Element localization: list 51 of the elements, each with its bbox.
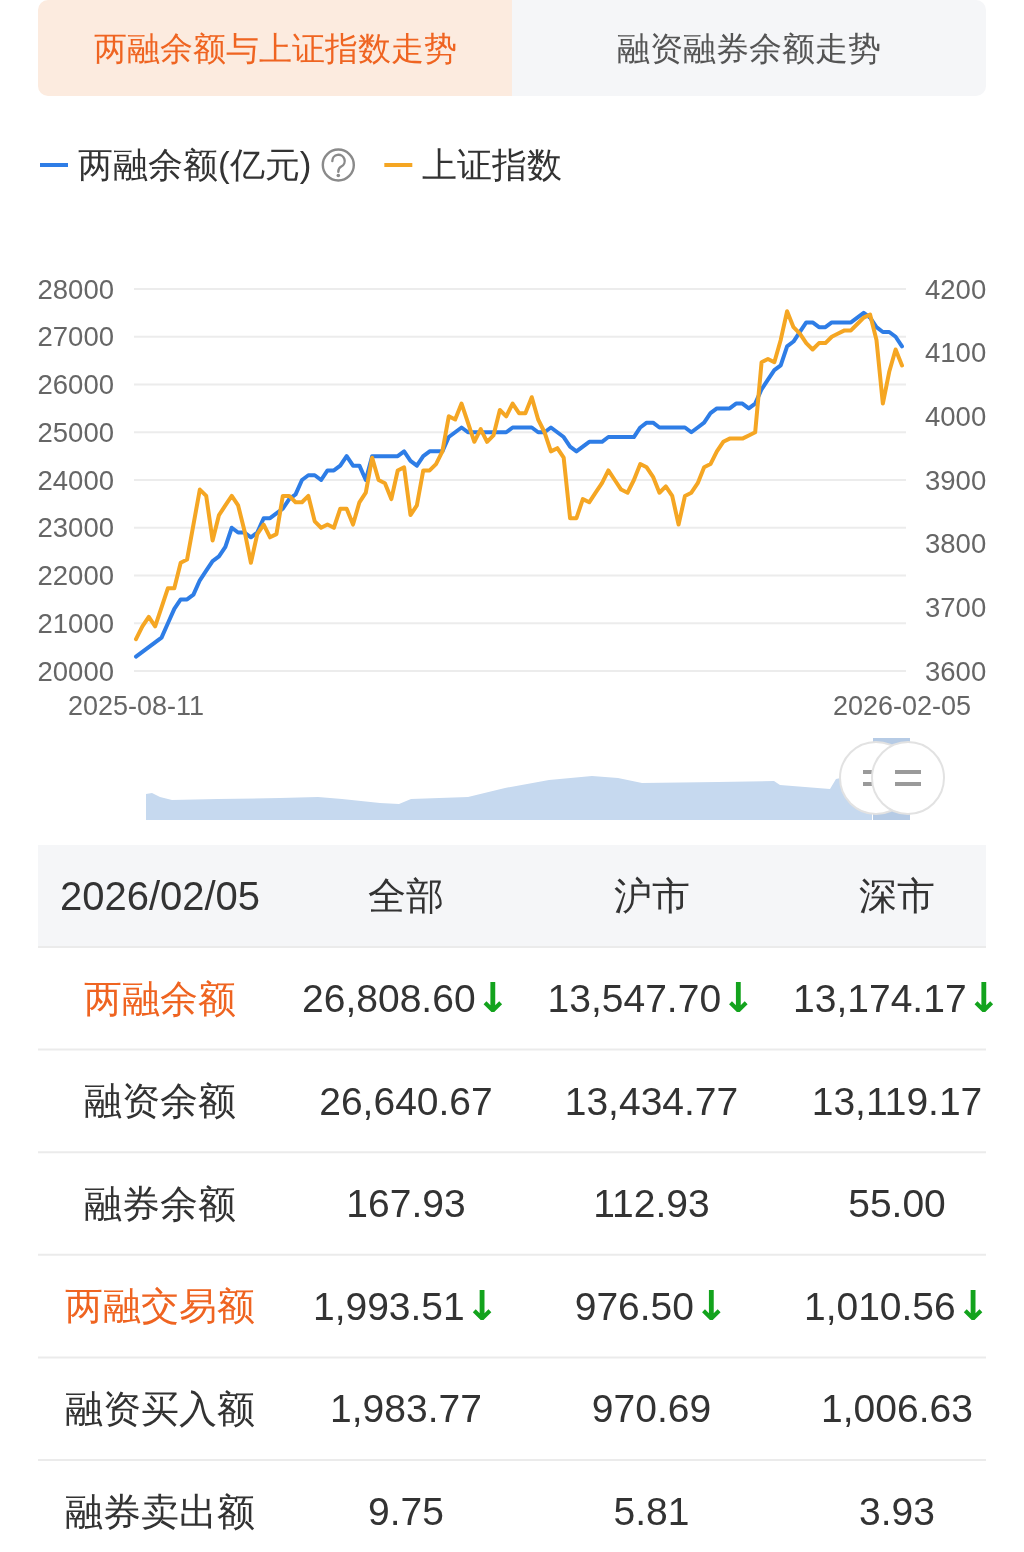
text: 13,119.17	[811, 1079, 983, 1123]
y2-tick-label: 4100	[925, 337, 987, 369]
category-label: 沪市	[613, 875, 690, 918]
category-label: 全部	[368, 875, 444, 918]
x-tick-label: 2025-08-11	[67, 691, 205, 722]
y2-tick-label: 3600	[925, 655, 987, 687]
text: 1,993.51↓	[312, 1281, 500, 1330]
chart-title: 两融余额与上证指数走势	[93, 29, 457, 67]
text: 13,174.17↓	[793, 973, 1001, 1022]
text: 1,006.63	[821, 1387, 973, 1431]
text: 26,640.67	[319, 1079, 493, 1123]
y-tick-label: 28000	[37, 273, 114, 305]
text: 13,434.77	[564, 1079, 739, 1123]
y-tick-label: 27000	[37, 321, 114, 353]
text: 55.00	[848, 1182, 946, 1226]
category-label: 两融交易额	[65, 1285, 255, 1328]
y2-tick-label: 3700	[925, 591, 987, 623]
text: 2026/02/05	[59, 874, 261, 918]
y2-tick-label: 4200	[925, 273, 987, 305]
y-tick-label: 25000	[37, 416, 114, 448]
tab: 融资融券余额走势	[512, 0, 986, 96]
y-tick-label: 23000	[37, 512, 114, 544]
text: 1,983.77	[330, 1387, 482, 1431]
text: 3.93	[859, 1489, 935, 1533]
category-label: 融资余额	[84, 1080, 236, 1123]
legend-label: 上证指数	[422, 145, 563, 185]
y-tick-label: 21000	[37, 607, 114, 639]
text: 112.93	[593, 1182, 710, 1226]
y2-tick-label: 3800	[925, 528, 987, 560]
text: 5.81	[613, 1489, 690, 1533]
category-label: 融资买入额	[65, 1388, 255, 1430]
category-label: 两融余额	[84, 977, 236, 1020]
y-tick-label: 20000	[37, 655, 114, 687]
category-label: 融券余额	[84, 1182, 236, 1225]
y-tick-label: 22000	[37, 560, 114, 592]
text: 976.50↓	[574, 1281, 729, 1330]
text: 9.75	[368, 1489, 444, 1533]
text: 26,808.60↓	[302, 973, 510, 1022]
text: 167.93	[346, 1182, 466, 1226]
tab: 两融余额与上证指数走势	[38, 0, 512, 96]
y-tick-label: 24000	[37, 464, 114, 496]
text: 970.69	[591, 1387, 712, 1431]
category-label: 深市	[859, 875, 935, 918]
x-tick-label: 2026-02-05	[832, 691, 972, 722]
text: 1,010.56↓	[803, 1281, 991, 1330]
y2-tick-label: 3900	[925, 464, 987, 496]
text: 13,547.70↓	[547, 973, 756, 1022]
y2-tick-label: 4000	[925, 400, 987, 432]
category-label: 融券卖出额	[65, 1490, 255, 1533]
legend-label: 两融余额(亿元)	[78, 145, 312, 185]
y-tick-label: 26000	[37, 369, 114, 401]
